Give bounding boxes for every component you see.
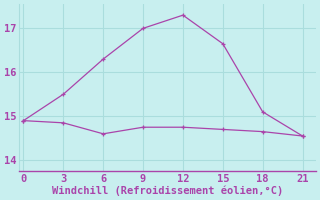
X-axis label: Windchill (Refroidissement éolien,°C): Windchill (Refroidissement éolien,°C) bbox=[52, 185, 283, 196]
